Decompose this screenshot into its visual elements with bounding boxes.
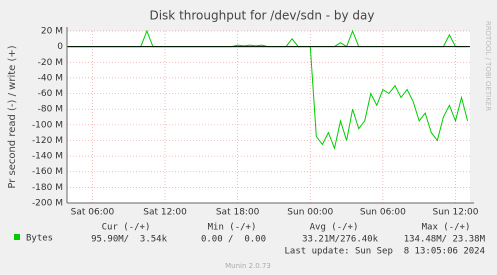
watermark: RRDTOOL / TOBI OETIKER	[484, 21, 492, 111]
y-tick-label: 20 M	[41, 27, 63, 37]
stats-value: 134.48M/ 23.38M	[404, 235, 486, 245]
stats-header: Avg (-/+)	[310, 223, 359, 233]
x-tick-label: Sat 12:00	[143, 208, 187, 218]
stats-header: Cur (-/+)	[102, 223, 151, 233]
y-tick-label: -100 M	[32, 120, 63, 130]
x-tick-label: Sun 00:00	[287, 208, 333, 218]
plot-area	[67, 31, 470, 203]
y-tick-label: -120 M	[32, 136, 63, 146]
stats-header: Max (-/+)	[422, 223, 471, 233]
stats-header: Min (-/+)	[208, 223, 257, 233]
x-tick-label: Sat 18:00	[216, 208, 260, 218]
stats-value: 0.00 / 0.00	[201, 235, 266, 245]
y-tick-label: -180 M	[32, 183, 63, 193]
x-tick-label: Sat 06:00	[71, 208, 115, 218]
footer: Munin 2.0.73	[225, 262, 271, 270]
last-update: Last update: Sun Sep 8 13:05:06 2024	[285, 247, 485, 257]
y-tick-label: -200 M	[32, 199, 63, 209]
stats-value: 33.21M/276.40k	[302, 235, 378, 245]
stats-value: 95.90M/ 3.54k	[91, 235, 167, 245]
x-tick-label: Sun 06:00	[360, 208, 406, 218]
y-tick-label: -40 M	[38, 73, 63, 83]
legend-swatch	[14, 234, 20, 240]
y-tick-label: 0	[57, 42, 63, 52]
y-axis-label: Pr second read (-) / write (+)	[7, 45, 18, 188]
y-tick-label: -160 M	[32, 167, 63, 177]
legend-entry: Bytes	[26, 234, 53, 244]
y-tick-label: -140 M	[32, 152, 63, 162]
chart-title: Disk throughput for /dev/sdn - by day	[149, 9, 374, 23]
y-tick-label: -20 M	[38, 58, 63, 68]
y-tick-label: -80 M	[38, 105, 63, 115]
y-tick-label: -60 M	[38, 89, 63, 99]
x-tick-label: Sun 12:00	[433, 208, 479, 218]
